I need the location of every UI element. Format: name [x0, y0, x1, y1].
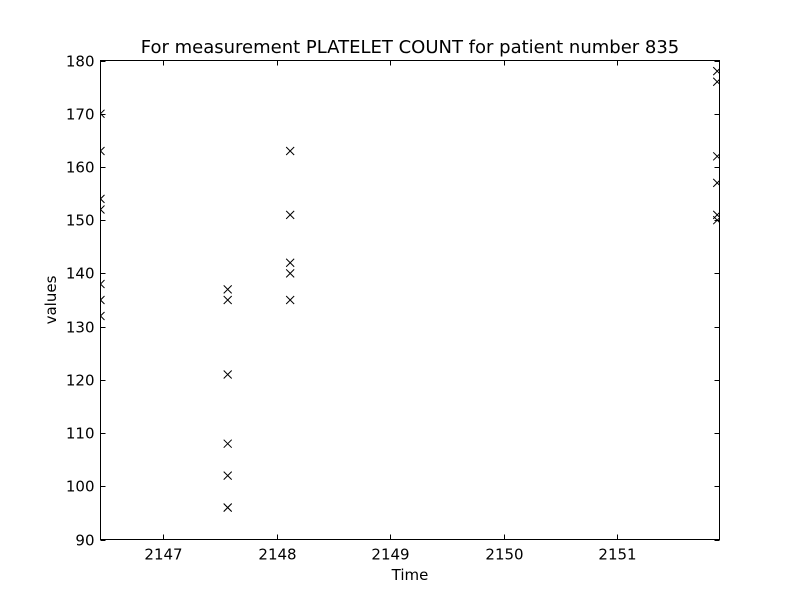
data-point: [100, 146, 105, 156]
data-point: [223, 370, 233, 379]
data-points: [100, 66, 720, 512]
y-tick-label: 120: [66, 372, 95, 390]
data-point: [223, 503, 233, 512]
data-point: [223, 295, 233, 305]
data-point: [285, 146, 295, 156]
y-tick-label: 100: [66, 478, 95, 496]
data-point: [223, 285, 233, 294]
data-point: [100, 205, 105, 214]
x-tick-label: 2148: [258, 546, 296, 564]
data-point: [100, 279, 105, 289]
x-tick-label: 2151: [598, 546, 636, 564]
y-tick-label: 140: [66, 265, 95, 283]
x-tick-label: 2149: [371, 546, 409, 564]
data-point: [100, 295, 105, 305]
x-axis-label: Time: [391, 566, 429, 584]
y-tick-label: 150: [66, 212, 95, 230]
data-point: [285, 295, 295, 305]
data-point: [100, 311, 105, 321]
y-tick-label: 110: [66, 425, 95, 443]
y-tick-label: 160: [66, 159, 95, 177]
data-point: [223, 439, 233, 449]
y-axis-label: values: [42, 275, 60, 324]
y-axis-ticks: 90 100 110 120 130 140 150 160 170 180: [66, 53, 720, 550]
x-axis-ticks: 2147 2148 2149 2150 2151: [144, 60, 637, 564]
data-point: [100, 109, 105, 119]
data-point: [285, 258, 295, 268]
y-tick-label: 90: [75, 532, 94, 550]
data-point: [712, 77, 720, 87]
data-point: [285, 269, 295, 278]
data-point: [285, 210, 295, 220]
data-point: [712, 151, 720, 161]
plot-area: [100, 60, 720, 540]
data-point: [712, 215, 720, 225]
data-point: [712, 66, 720, 76]
data-point: [223, 471, 233, 480]
y-tick-label: 180: [66, 53, 95, 71]
x-tick-label: 2147: [144, 546, 182, 564]
x-tick-label: 2150: [485, 546, 523, 564]
y-tick-label: 130: [66, 319, 95, 337]
y-tick-label: 170: [66, 106, 95, 124]
data-point: [712, 178, 720, 188]
data-point: [100, 194, 105, 204]
chart-title: For measurement PLATELET COUNT for patie…: [141, 37, 680, 58]
